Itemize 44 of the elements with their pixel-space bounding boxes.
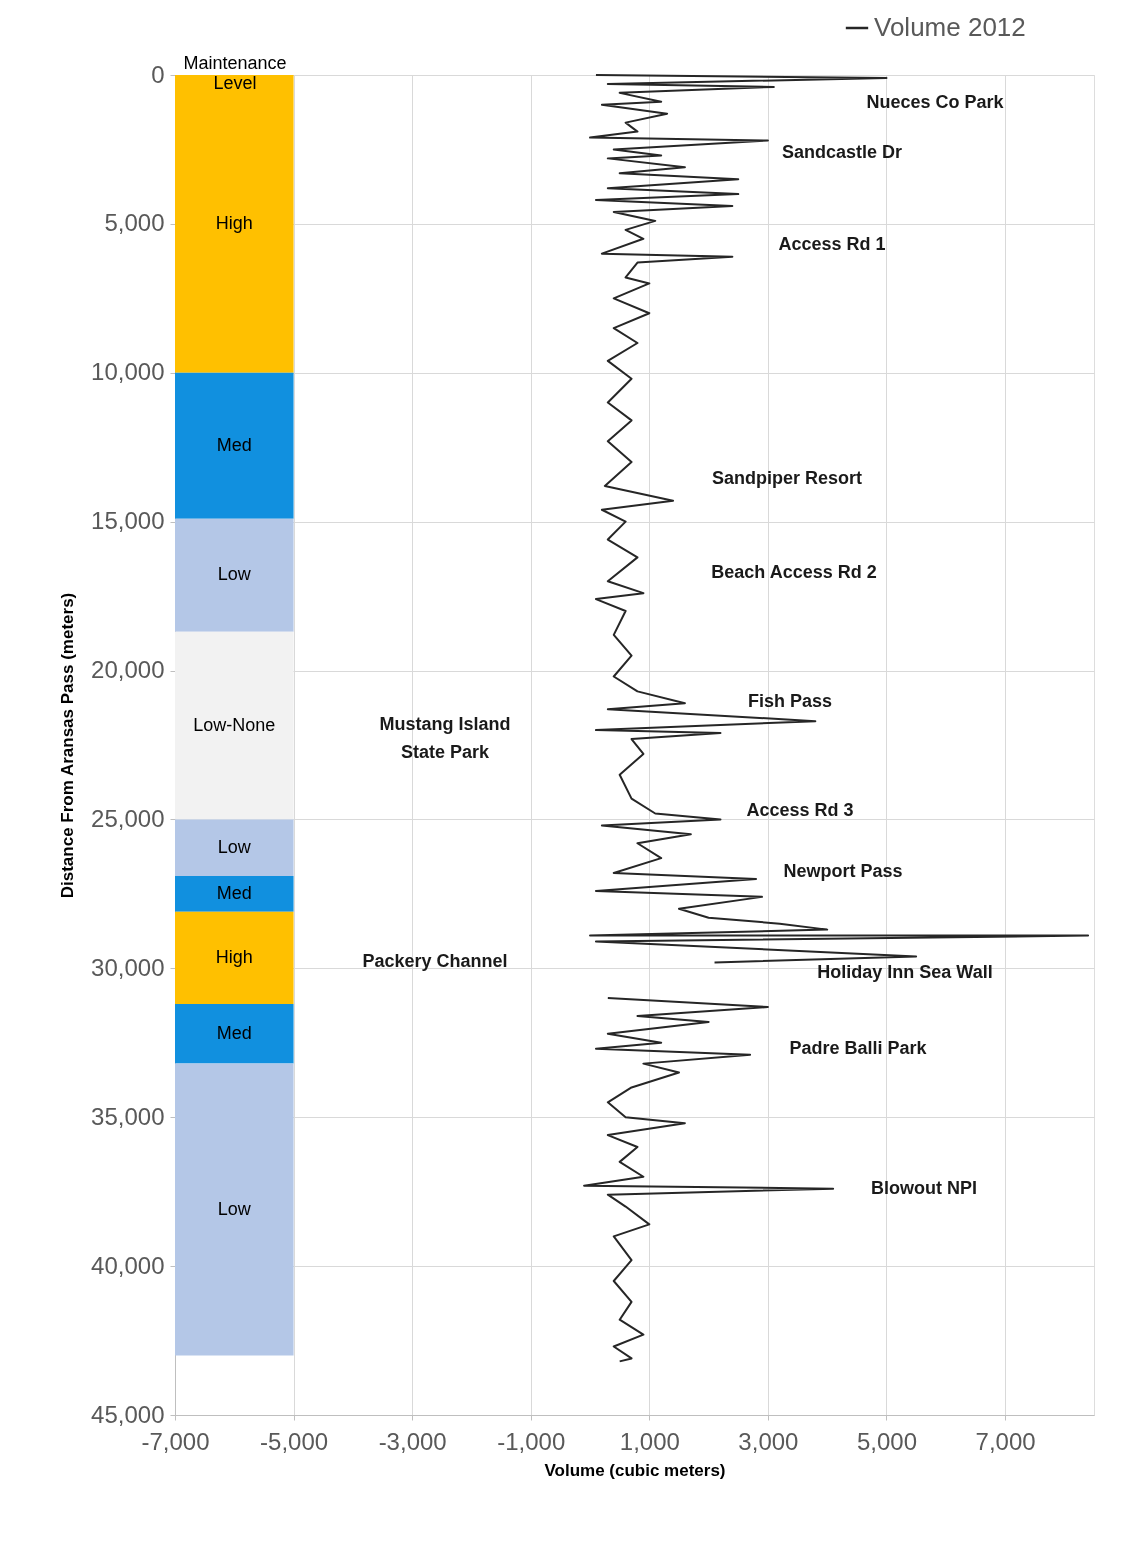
x-tick-label: -1,000 [497, 1427, 566, 1455]
x-tick-label: -3,000 [378, 1427, 447, 1455]
y-tick-label: 15,000 [91, 507, 165, 535]
y-tick-label: 20,000 [91, 656, 165, 684]
x-tick-label: -5,000 [260, 1427, 329, 1455]
x-axis-title: Volume (cubic meters) [544, 1460, 726, 1480]
y-tick-label: 30,000 [91, 953, 165, 981]
annotation: Maintenance Level [183, 53, 287, 93]
annotation: Beach Access Rd 2 [711, 562, 877, 582]
annotation: Access Rd 1 [778, 234, 886, 254]
annotation: Nueces Co Park [866, 92, 1005, 112]
x-tick-label: 1,000 [619, 1427, 680, 1455]
band-label: Med [216, 434, 252, 455]
y-tick-label: 45,000 [91, 1400, 165, 1428]
band-label: High [215, 212, 253, 233]
annotation: Sandcastle Dr [781, 142, 903, 162]
x-tick-label: 5,000 [856, 1427, 918, 1455]
annotation: Newport Pass [783, 861, 903, 881]
band-label: High [215, 946, 253, 967]
legend-label: Volume 2012 [874, 12, 1026, 42]
annotation: Mustang Island State Park [379, 714, 511, 762]
annotation: Blowout NPI [871, 1178, 977, 1198]
annotation: Fish Pass [747, 691, 833, 711]
y-tick-label: 25,000 [91, 804, 165, 832]
band-label: Med [216, 1022, 252, 1043]
annotation: Access Rd 3 [746, 800, 854, 820]
y-tick-label: 10,000 [91, 358, 165, 386]
annotation: Packery Channel [362, 951, 508, 971]
y-tick-label: 5,000 [104, 209, 165, 237]
annotation: Sandpiper Resort [711, 468, 863, 488]
band-label: Med [216, 882, 252, 903]
annotation: Padre Balli Park [789, 1038, 928, 1058]
y-axis-title: Distance From Aransas Pass (meters) [58, 592, 78, 899]
x-tick-label: 7,000 [975, 1427, 1036, 1455]
band-label: Low [217, 1198, 252, 1219]
band-label: Low-None [193, 714, 276, 735]
y-tick-label: 0 [151, 60, 165, 88]
y-tick-label: 40,000 [91, 1251, 165, 1279]
band-label: Low [217, 836, 252, 857]
x-tick-label: -7,000 [141, 1427, 210, 1455]
band-label: Low [217, 564, 252, 585]
x-tick-label: 3,000 [738, 1427, 799, 1455]
y-tick-label: 35,000 [91, 1102, 165, 1130]
annotation: Holiday Inn Sea Wall [817, 962, 993, 982]
